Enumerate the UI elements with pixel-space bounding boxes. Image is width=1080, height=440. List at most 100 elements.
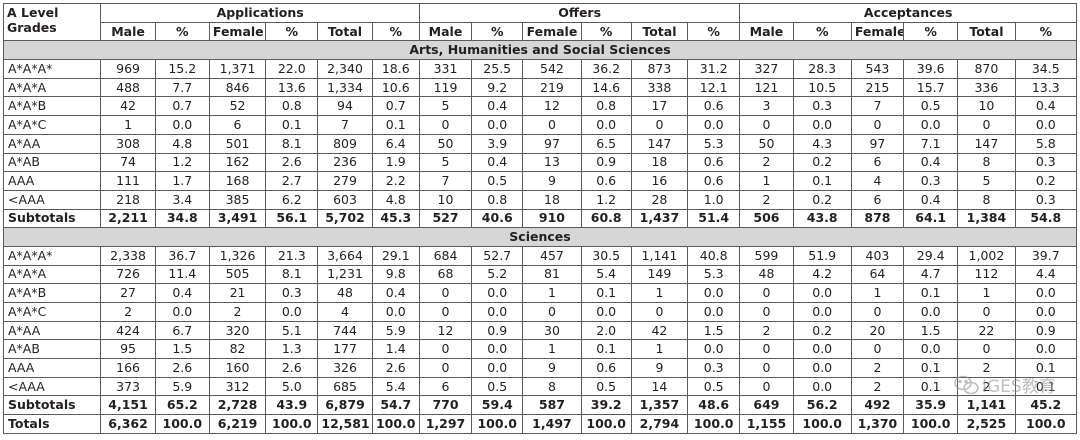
- table-cell: 29.1: [371, 245, 420, 266]
- table-cell: 5.4: [371, 376, 420, 397]
- table-cell: 10.5: [792, 77, 852, 98]
- table-cell: 48: [317, 283, 373, 303]
- table-cell: 218: [100, 189, 156, 210]
- table-cell: 770: [418, 395, 473, 416]
- table-cell: 147: [957, 133, 1016, 154]
- table-cell: 236: [317, 152, 373, 173]
- table-cell: 43.9: [265, 395, 319, 416]
- table-cell: 166: [100, 358, 156, 378]
- table-cell: 4,151: [100, 395, 156, 416]
- section-header-row: Sciences: [3, 227, 1077, 247]
- table-cell: 6.5: [580, 133, 632, 154]
- subtotal-row: Subtotals 2,211 34.8 3,491 56.1 5,702 45.3 527 4…: [2, 208, 1078, 229]
- grade-label: A*A*B: [2, 96, 102, 117]
- column-header-acceptances-total-pct: %: [1014, 21, 1078, 42]
- grade-label: A*A*B: [2, 283, 102, 303]
- grade-label: <AAA: [2, 189, 102, 210]
- table-cell: 30: [522, 320, 582, 341]
- table-cell: 0: [850, 115, 905, 135]
- table-cell: 54.8: [1014, 208, 1078, 229]
- table-cell: 0.0: [580, 115, 632, 135]
- table-cell: 0: [739, 358, 794, 378]
- table-cell: 0.0: [471, 115, 524, 135]
- table-cell: 95: [100, 339, 156, 360]
- wechat-logo-icon: [954, 375, 979, 395]
- table-cell: 17: [630, 96, 689, 117]
- table-cell: 43.8: [792, 208, 852, 229]
- table-cell: 100.0: [1014, 414, 1078, 434]
- table-row: A*A*C 2 0.0 2 0.0 4 0.0 0 0.0 0 0.0 0 0.0 0 0.0 0 0.0 0 0.…: [2, 302, 1078, 322]
- table-cell: 0.0: [792, 302, 852, 322]
- table-cell: 2: [100, 302, 156, 322]
- table-cell: 1: [522, 283, 582, 303]
- table-cell: 0.0: [903, 339, 959, 360]
- table-cell: 8.1: [265, 133, 319, 154]
- table-cell: 0: [418, 283, 473, 303]
- table-cell: 0: [418, 302, 473, 322]
- table-cell: 2.6: [154, 358, 210, 378]
- table-cell: 279: [317, 171, 373, 191]
- table-cell: 0: [850, 302, 905, 322]
- grade-label: A*AA: [2, 320, 102, 341]
- table-cell: 50: [739, 133, 794, 154]
- grade-label: AAA: [2, 171, 102, 191]
- table-row: A*A*C 1 0.0 6 0.1 7 0.1 0 0.0 0 0.0 0 0.0 0 0.0 0 0.0 0 0.…: [2, 115, 1078, 135]
- table-cell: 685: [317, 376, 373, 397]
- table-cell: 2.0: [580, 320, 632, 341]
- grades-header-line2: Grades: [7, 20, 57, 35]
- column-header-acceptances-male-pct: %: [792, 21, 852, 42]
- table-cell: 8: [957, 189, 1016, 210]
- group-header-acceptances: Acceptances: [739, 3, 1077, 23]
- grade-label: A*A*A*: [2, 59, 102, 79]
- table-cell: 12: [418, 320, 473, 341]
- column-header-applications-male-pct: %: [154, 21, 210, 42]
- table-cell: 1,141: [630, 245, 689, 266]
- table-cell: 0.1: [580, 339, 632, 360]
- table-cell: 2.6: [265, 358, 319, 378]
- table-cell: 18: [630, 152, 689, 173]
- table-cell: 5: [418, 152, 473, 173]
- table-cell: 2.6: [265, 152, 319, 173]
- column-header-acceptances-female-pct: %: [903, 21, 959, 42]
- table-row: A*A*B 27 0.4 21 0.3 48 0.4 0 0.0 1 0.1 1 0.0 0 0.0 1 0.1…: [2, 283, 1078, 303]
- column-header-offers-male: Male: [418, 21, 473, 42]
- column-header-applications-total-pct: %: [371, 21, 420, 42]
- table-cell: 4.4: [1014, 264, 1078, 285]
- table-cell: 9: [630, 358, 689, 378]
- table-cell: 52: [208, 96, 267, 117]
- table-cell: 2,794: [630, 414, 689, 434]
- table-cell: 0.0: [471, 302, 524, 322]
- subtotal-row: Subtotals 4,151 65.2 2,728 43.9 6,879 54.7 770 5…: [2, 395, 1078, 416]
- table-row: A*A*A* 2,338 36.7 1,326 21.3 3,664 29.1 684 52.7…: [2, 245, 1078, 266]
- table-cell: 0.3: [1014, 152, 1078, 173]
- table-row: A*A*A* 969 15.2 1,371 22.0 2,340 18.6 331 25.5 54…: [2, 59, 1078, 79]
- table-cell: 5.1: [265, 320, 319, 341]
- table-cell: 726: [100, 264, 156, 285]
- table-cell: 0.0: [792, 376, 852, 397]
- table-cell: 0: [630, 115, 689, 135]
- table-cell: 39.7: [1014, 245, 1078, 266]
- table-cell: 1: [630, 339, 689, 360]
- table-cell: 0.4: [154, 283, 210, 303]
- table-cell: 51.9: [792, 245, 852, 266]
- table-cell: 0.1: [792, 171, 852, 191]
- table-cell: 1.0: [687, 189, 741, 210]
- table-cell: 488: [100, 77, 156, 98]
- table-cell: 0.3: [903, 171, 959, 191]
- table-cell: 603: [317, 189, 373, 210]
- table-cell: 100.0: [687, 414, 741, 434]
- table-cell: 3,664: [317, 245, 373, 266]
- table-cell: 0: [739, 376, 794, 397]
- table-cell: 7: [317, 115, 373, 135]
- table-cell: 1: [100, 115, 156, 135]
- table-cell: 0.8: [471, 189, 524, 210]
- table-cell: 6: [850, 152, 905, 173]
- table-cell: 162: [208, 152, 267, 173]
- table-cell: 0.4: [471, 96, 524, 117]
- table-cell: 0.0: [792, 115, 852, 135]
- table-cell: 168: [208, 171, 267, 191]
- table-cell: 6,362: [100, 414, 156, 434]
- group-header-offers: Offers: [418, 3, 741, 23]
- column-header-applications-female-pct: %: [265, 21, 319, 42]
- table-cell: 15.2: [154, 59, 210, 79]
